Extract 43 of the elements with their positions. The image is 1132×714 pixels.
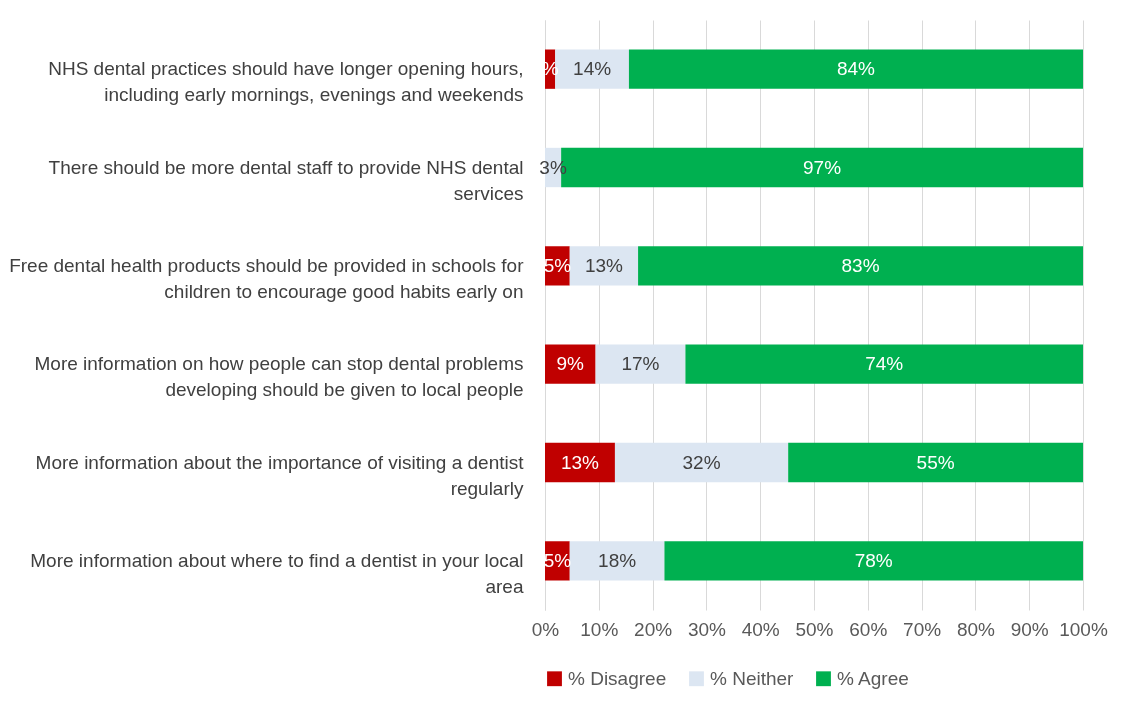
bar bbox=[628, 49, 1083, 89]
x-tick-label: 10% bbox=[580, 618, 619, 640]
bar bbox=[685, 344, 1083, 384]
data-label: 13% bbox=[584, 254, 624, 276]
data-label: 17% bbox=[621, 353, 660, 375]
data-label: 55% bbox=[916, 451, 955, 473]
x-tick-label: 50% bbox=[795, 618, 834, 640]
data-label: 13% bbox=[560, 451, 600, 473]
x-tick-label: 30% bbox=[687, 618, 727, 640]
data-label: 84% bbox=[836, 58, 876, 80]
data-label: 32% bbox=[682, 451, 721, 473]
x-tick-label: 80% bbox=[956, 618, 996, 640]
y-tick-label: More information on how people can stop dental problems developing should be given to local people bbox=[34, 353, 524, 401]
bar bbox=[664, 541, 1083, 581]
bar bbox=[569, 541, 665, 581]
x-tick-label: 70% bbox=[903, 618, 942, 640]
data-label: 9% bbox=[556, 353, 585, 375]
y-tick-label: Free dental health products should be provided in schools for children to encourage good habits early on bbox=[9, 254, 525, 302]
y-tick-label: There should be more dental staff to provide NHS dental services bbox=[48, 156, 524, 204]
data-label: 97% bbox=[803, 156, 842, 178]
legend-label: % Neither bbox=[710, 667, 795, 689]
x-tick-label: 20% bbox=[634, 618, 673, 640]
data-label: 83% bbox=[841, 254, 880, 276]
data-label: 18% bbox=[598, 549, 637, 571]
legend-label: % Agree bbox=[837, 667, 909, 689]
bar bbox=[788, 442, 1083, 483]
bar bbox=[614, 442, 789, 483]
y-tick-label: More information about the importance of visiting a dentist regularly bbox=[35, 451, 525, 499]
bar bbox=[638, 246, 1083, 286]
x-tick-label: 0% bbox=[531, 618, 560, 640]
bar bbox=[595, 344, 686, 384]
legend-label: % Disagree bbox=[568, 667, 667, 689]
x-tick-label: 90% bbox=[1010, 618, 1049, 640]
y-tick-label: NHS dental practices should have longer opening hours, including early mornings, evenings and weekends bbox=[48, 58, 524, 106]
bar bbox=[569, 246, 639, 286]
x-tick-label: 60% bbox=[849, 618, 888, 640]
data-label: 74% bbox=[865, 353, 904, 375]
y-tick-label: More information about where to find a dentist in your local area bbox=[30, 549, 524, 597]
data-label: 78% bbox=[854, 549, 893, 571]
x-tick-label: 100% bbox=[1059, 618, 1108, 640]
bar bbox=[545, 442, 615, 483]
data-label: 14% bbox=[573, 58, 612, 80]
x-tick-label: 40% bbox=[741, 618, 780, 640]
